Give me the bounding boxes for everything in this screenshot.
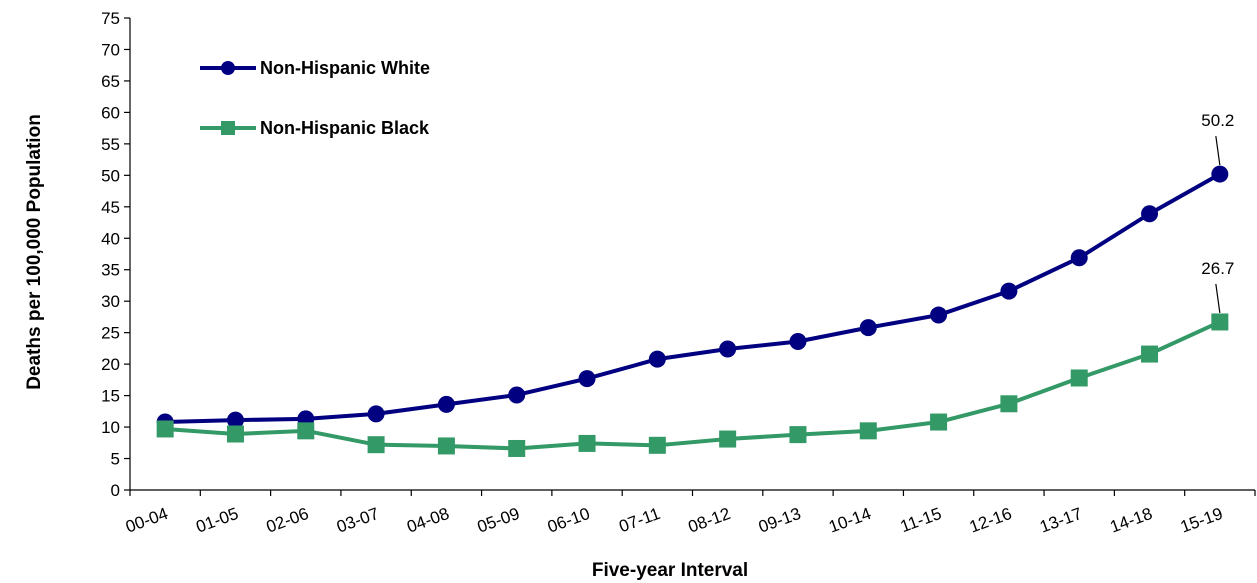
series-layer bbox=[156, 165, 1229, 457]
data-point bbox=[1211, 313, 1229, 331]
x-tick-label: 15-19 bbox=[1178, 504, 1225, 537]
series-black bbox=[156, 313, 1229, 457]
x-tick-label: 12-16 bbox=[967, 504, 1014, 537]
data-point bbox=[226, 425, 244, 443]
data-point bbox=[1070, 249, 1088, 267]
data-point bbox=[508, 386, 526, 404]
x-tick-label: 08-12 bbox=[686, 504, 733, 537]
x-tick-label: 04-08 bbox=[404, 504, 451, 537]
x-tick-label: 09-13 bbox=[756, 504, 803, 537]
y-tick-label: 40 bbox=[101, 229, 120, 248]
series-line bbox=[165, 320, 1221, 451]
legend-label-black: Non-Hispanic Black bbox=[260, 118, 430, 138]
y-tick-label: 25 bbox=[101, 324, 120, 343]
data-point bbox=[578, 370, 596, 388]
data-point bbox=[1141, 345, 1159, 363]
series-white bbox=[156, 165, 1229, 431]
data-point bbox=[648, 436, 666, 454]
x-tick-label: 10-14 bbox=[826, 504, 873, 537]
data-point bbox=[437, 395, 455, 413]
y-axis: 0 5 10 15 20 25 30 35 40 45 50 55 60 65 70 75 bbox=[101, 9, 131, 500]
data-point bbox=[930, 413, 948, 431]
data-point bbox=[648, 350, 666, 368]
data-point bbox=[859, 319, 877, 337]
x-axis-title: Five-year Interval bbox=[592, 560, 748, 581]
data-point bbox=[719, 340, 737, 358]
data-point bbox=[1141, 205, 1159, 223]
x-tick-label: 06-10 bbox=[545, 504, 592, 537]
data-point bbox=[367, 405, 385, 423]
x-tick-label: 00-04 bbox=[123, 504, 170, 537]
data-point bbox=[1211, 165, 1229, 183]
data-point bbox=[789, 426, 807, 444]
data-label-leader bbox=[1215, 283, 1221, 314]
y-tick-label: 20 bbox=[101, 355, 120, 374]
data-point bbox=[367, 436, 385, 454]
x-tick-label: 01-05 bbox=[193, 504, 240, 537]
legend-item-black: Non-Hispanic Black bbox=[200, 118, 430, 138]
data-point bbox=[789, 332, 807, 350]
data-label: 50.2 bbox=[1201, 111, 1234, 130]
y-tick-label: 75 bbox=[101, 9, 120, 28]
x-tick-label: 05-09 bbox=[475, 504, 522, 537]
y-tick-label: 55 bbox=[101, 135, 120, 154]
y-tick-label: 10 bbox=[101, 418, 120, 437]
data-label-leader bbox=[1215, 135, 1221, 166]
data-point bbox=[719, 430, 737, 448]
data-point bbox=[437, 437, 455, 455]
x-axis: 00-04 01-05 02-06 03-07 04-08 05-09 06-10 07-11… bbox=[123, 489, 1256, 537]
y-tick-label: 60 bbox=[101, 103, 120, 122]
y-tick-label: 70 bbox=[101, 40, 120, 59]
data-point bbox=[578, 434, 596, 452]
data-point bbox=[297, 422, 315, 440]
data-point bbox=[156, 420, 174, 438]
legend-marker-black bbox=[221, 121, 235, 135]
legend-item-white: Non-Hispanic White bbox=[200, 58, 430, 78]
data-point bbox=[1000, 395, 1018, 413]
y-tick-label: 5 bbox=[111, 450, 120, 469]
data-point bbox=[1070, 369, 1088, 387]
y-tick-label: 50 bbox=[101, 166, 120, 185]
x-tick-label: 13-17 bbox=[1037, 504, 1084, 537]
x-tick-label: 02-06 bbox=[264, 504, 311, 537]
x-tick-label: 03-07 bbox=[334, 504, 381, 537]
x-tick-label: 11-15 bbox=[898, 504, 944, 536]
data-point bbox=[226, 411, 244, 429]
data-point bbox=[930, 306, 948, 324]
y-tick-label: 65 bbox=[101, 72, 120, 91]
x-tick-label: 14-18 bbox=[1108, 504, 1155, 537]
data-point bbox=[1000, 282, 1018, 300]
legend-marker-white bbox=[221, 61, 235, 75]
data-point bbox=[508, 439, 526, 457]
annotation-layer: 50.2 26.7 bbox=[1201, 111, 1234, 314]
legend-label-white: Non-Hispanic White bbox=[260, 58, 430, 78]
y-tick-label: 30 bbox=[101, 292, 120, 311]
data-label: 26.7 bbox=[1201, 259, 1234, 278]
y-tick-label: 15 bbox=[101, 387, 120, 406]
legend: Non-Hispanic White Non-Hispanic Black bbox=[200, 58, 430, 138]
x-tick-label: 07-11 bbox=[617, 504, 663, 536]
series-line bbox=[165, 172, 1221, 425]
y-tick-label: 0 bbox=[111, 481, 120, 500]
y-tick-label: 35 bbox=[101, 261, 120, 280]
y-tick-label: 45 bbox=[101, 198, 120, 217]
y-axis-title: Deaths per 100,000 Population bbox=[24, 114, 45, 390]
data-point bbox=[859, 422, 877, 440]
